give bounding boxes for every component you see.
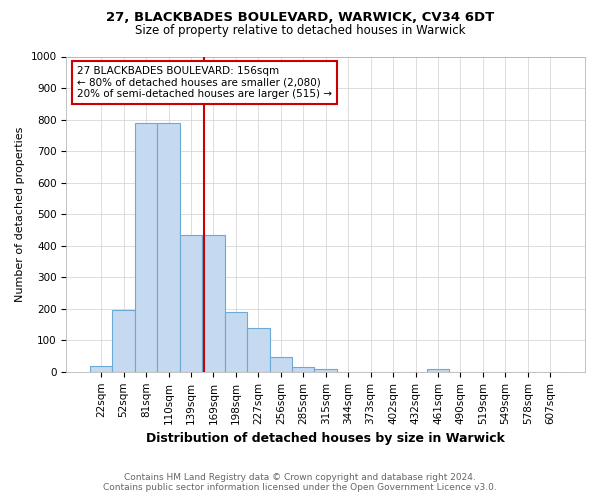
Text: 27 BLACKBADES BOULEVARD: 156sqm
← 80% of detached houses are smaller (2,080)
20%: 27 BLACKBADES BOULEVARD: 156sqm ← 80% of… (77, 66, 332, 99)
Text: Contains HM Land Registry data © Crown copyright and database right 2024.
Contai: Contains HM Land Registry data © Crown c… (103, 473, 497, 492)
Text: Size of property relative to detached houses in Warwick: Size of property relative to detached ho… (135, 24, 465, 37)
Bar (224, 312, 247, 372)
Text: 27, BLACKBADES BOULEVARD, WARWICK, CV34 6DT: 27, BLACKBADES BOULEVARD, WARWICK, CV34 … (106, 11, 494, 24)
Bar (90, 366, 112, 372)
Bar (247, 328, 269, 372)
Bar (157, 122, 180, 372)
Y-axis label: Number of detached properties: Number of detached properties (15, 126, 25, 302)
Bar (269, 357, 292, 372)
Bar (180, 234, 202, 372)
Bar (292, 367, 314, 372)
Bar (135, 122, 157, 372)
Bar (427, 370, 449, 372)
Bar (314, 368, 337, 372)
Bar (112, 310, 135, 372)
X-axis label: Distribution of detached houses by size in Warwick: Distribution of detached houses by size … (146, 432, 505, 445)
Bar (202, 234, 224, 372)
